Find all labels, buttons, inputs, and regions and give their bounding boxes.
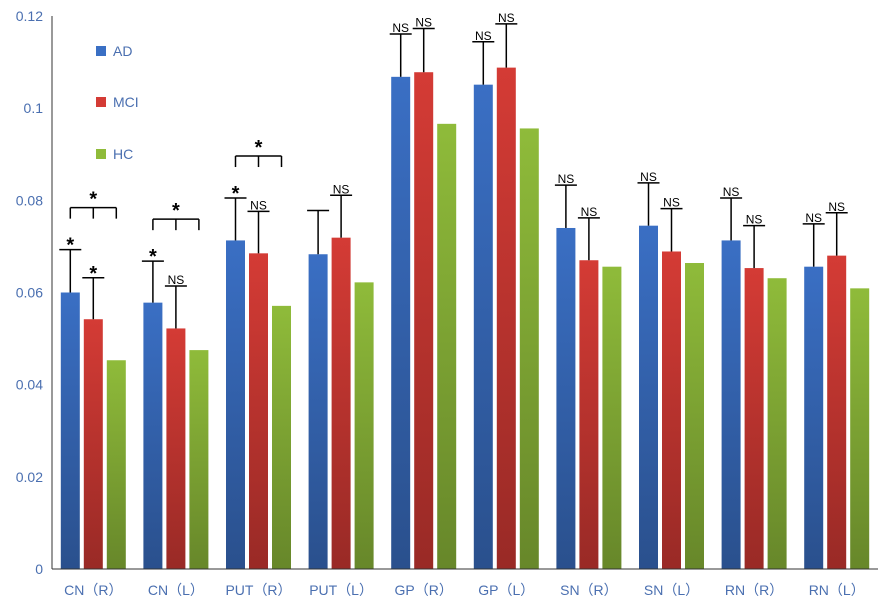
bar-mci bbox=[579, 260, 599, 569]
bar-mci bbox=[414, 72, 434, 569]
bar-mci bbox=[331, 237, 351, 569]
bar-ad bbox=[804, 266, 824, 569]
mci-significance-mark: NS bbox=[415, 15, 432, 29]
bar-ad bbox=[721, 240, 741, 569]
significance-annotations: * * * * NS * * NS * NS NS NS NS NS NS NS NS NS NS NS NS NS bbox=[66, 11, 845, 287]
bar-hc bbox=[767, 278, 787, 569]
legend-swatch-hc bbox=[96, 149, 106, 159]
mci-significance-mark: NS bbox=[746, 213, 763, 227]
bar-mci bbox=[249, 253, 268, 569]
legend-label-hc: HC bbox=[113, 146, 133, 162]
bar-mci bbox=[83, 319, 103, 569]
x-category-label: RN（R） bbox=[725, 582, 783, 598]
bar-mci bbox=[744, 268, 764, 569]
y-tick-label: 0.08 bbox=[16, 192, 43, 208]
bar-hc bbox=[519, 128, 539, 569]
bar-hc bbox=[354, 282, 374, 569]
mci-significance-mark: NS bbox=[333, 182, 350, 196]
x-category-label: PUT（L） bbox=[309, 582, 373, 598]
x-category-label: RN（L） bbox=[809, 582, 865, 598]
bar-hc bbox=[685, 263, 704, 569]
x-category-label: GP（R） bbox=[395, 582, 453, 598]
ad-significance-mark: NS bbox=[805, 211, 822, 225]
bar-hc bbox=[106, 360, 126, 569]
ad-significance-mark: * bbox=[232, 183, 240, 205]
mci-significance-mark: * bbox=[89, 263, 97, 285]
y-tick-label: 0.02 bbox=[16, 469, 43, 485]
legend-swatch-ad bbox=[96, 46, 106, 56]
bar-hc bbox=[850, 288, 870, 569]
mci-significance-mark: NS bbox=[828, 200, 845, 214]
mci-significance-mark: NS bbox=[168, 273, 185, 287]
x-category-label: CN（R） bbox=[64, 582, 122, 598]
y-tick-label: 0.12 bbox=[16, 8, 43, 24]
x-category-label: SN（L） bbox=[644, 582, 699, 598]
ad-significance-mark: * bbox=[66, 235, 74, 257]
y-tick-labels: 0 0.02 0.04 0.06 0.08 0.1 0.12 bbox=[16, 8, 43, 577]
y-tick-label: 0.06 bbox=[16, 285, 43, 301]
bars-layer bbox=[60, 67, 870, 570]
y-tick-label: 0.04 bbox=[16, 377, 43, 393]
bar-hc bbox=[272, 305, 291, 569]
bar-hc bbox=[602, 266, 622, 569]
x-category-label: GP（L） bbox=[478, 582, 534, 598]
bar-mci bbox=[496, 67, 516, 569]
bar-ad bbox=[639, 225, 658, 569]
ad-significance-mark: NS bbox=[392, 21, 409, 35]
x-category-labels: CN（R） CN（L） PUT（R） PUT（L） GP（R） GP（L） SN（R） SN（… bbox=[64, 582, 865, 598]
y-tick-label: 0 bbox=[35, 561, 43, 577]
mci-significance-mark: NS bbox=[250, 198, 267, 212]
ad-significance-mark: * bbox=[149, 246, 157, 268]
bar-mci bbox=[827, 255, 847, 569]
bar-ad bbox=[556, 227, 576, 569]
error-bars-layer bbox=[59, 23, 848, 329]
ad-significance-mark: NS bbox=[475, 29, 492, 43]
bar-ad bbox=[60, 292, 80, 569]
bar-mci bbox=[166, 328, 186, 569]
bar-hc bbox=[189, 350, 209, 569]
mci-significance-mark: NS bbox=[581, 205, 598, 219]
bar-ad bbox=[308, 254, 328, 569]
ad-significance-mark: NS bbox=[723, 185, 740, 199]
legend: AD MCI HC bbox=[96, 43, 139, 162]
bracket-significance-mark: * bbox=[172, 200, 180, 222]
legend-label-mci: MCI bbox=[113, 94, 139, 110]
mci-significance-mark: NS bbox=[663, 196, 680, 210]
bracket-significance-mark: * bbox=[89, 189, 97, 211]
bracket-significance-mark: * bbox=[255, 137, 263, 159]
bar-ad bbox=[473, 84, 493, 569]
legend-swatch-mci bbox=[96, 97, 106, 107]
ad-significance-mark: NS bbox=[640, 170, 657, 184]
bar-mci bbox=[662, 251, 681, 569]
x-category-label: CN（L） bbox=[148, 582, 204, 598]
ad-significance-mark: NS bbox=[558, 172, 575, 186]
x-category-label: SN（R） bbox=[560, 582, 618, 598]
y-axis bbox=[51, 16, 878, 570]
legend-label-ad: AD bbox=[113, 43, 132, 59]
bar-hc bbox=[437, 123, 457, 570]
bar-ad bbox=[143, 302, 163, 569]
bar-ad bbox=[391, 76, 411, 569]
mci-significance-mark: NS bbox=[498, 11, 515, 25]
x-category-label: PUT（R） bbox=[225, 582, 291, 598]
y-tick-label: 0.1 bbox=[24, 100, 44, 116]
bar-ad bbox=[226, 240, 245, 569]
